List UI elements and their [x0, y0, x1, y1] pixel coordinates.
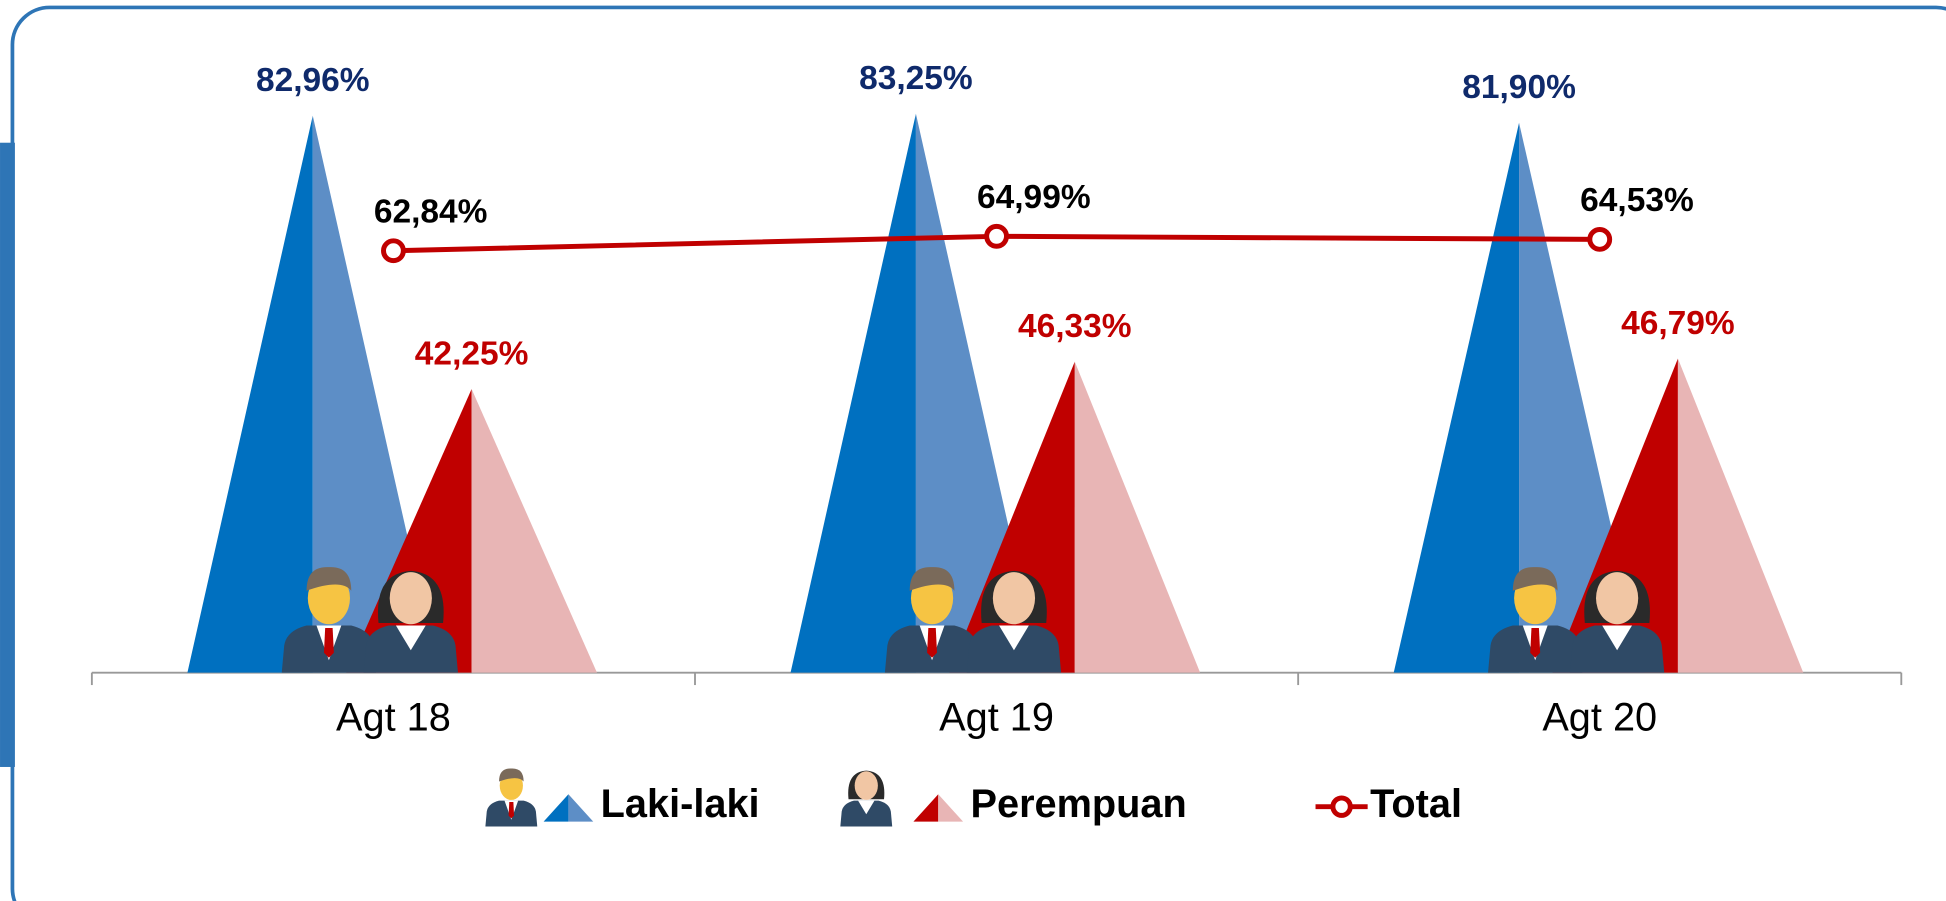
- value-label: 81,90%: [1462, 69, 1576, 106]
- total-marker: [384, 241, 404, 261]
- value-label: 42,25%: [415, 335, 529, 372]
- x-tick-label: Agt 19: [939, 695, 1054, 739]
- value-label: 64,99%: [977, 179, 1091, 216]
- total-marker: [987, 226, 1007, 246]
- icon-head: [993, 572, 1035, 624]
- value-label: 46,33%: [1018, 308, 1132, 345]
- legend-label: Perempuan: [971, 782, 1187, 826]
- chart: 82,96% 83,25% 81,90% 42,25% 46,33% 46,79% Agt …: [0, 0, 1946, 901]
- icon-tie: [1530, 628, 1540, 658]
- side-bar: [0, 143, 15, 767]
- x-tick-label: Agt 20: [1542, 695, 1657, 739]
- value-label: 83,25%: [859, 60, 973, 97]
- icon-head: [1596, 572, 1638, 624]
- page: {"chart_data": { "type": "triangle", "ca…: [0, 0, 1946, 901]
- total-marker: [1590, 229, 1610, 249]
- value-label: 82,96%: [256, 62, 370, 99]
- value-label: 62,84%: [374, 193, 488, 230]
- x-tick-label: Agt 18: [336, 695, 451, 739]
- value-label: 46,79%: [1621, 305, 1735, 342]
- icon-tie: [324, 628, 334, 658]
- icon-head: [390, 572, 432, 624]
- value-label: 64,53%: [1580, 182, 1694, 219]
- legend-label: Laki-laki: [601, 782, 760, 826]
- icon-head: [855, 771, 878, 800]
- icon-tie: [509, 802, 514, 818]
- legend-swatch: [1333, 798, 1350, 815]
- legend-label: Total: [1370, 782, 1462, 826]
- icon-tie: [927, 628, 937, 658]
